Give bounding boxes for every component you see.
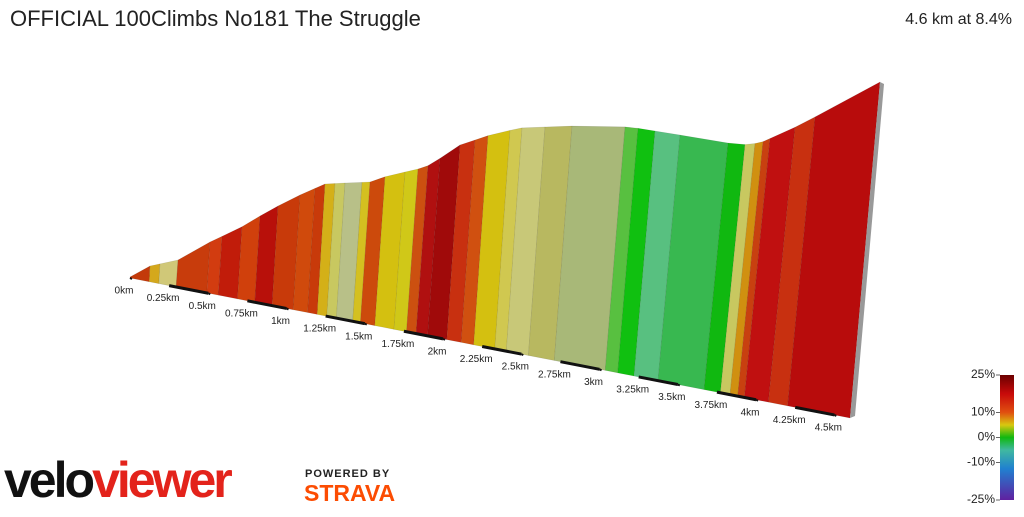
x-tick-label: 3.25km (616, 385, 649, 396)
colorbar-ticks: 25% 10% 0% -10% -25% (967, 367, 1000, 506)
gradient-slab (175, 241, 211, 294)
axis-tick (755, 398, 759, 402)
x-tick-label: 1.25km (303, 324, 336, 335)
colorbar (1000, 375, 1014, 500)
x-tick-label: 2.5km (502, 362, 529, 373)
logo: veloviewer (4, 452, 232, 508)
x-tick-label: 0.25km (147, 293, 180, 304)
axis-tick (129, 277, 133, 280)
colorbar-label: -10% (967, 455, 995, 469)
x-tick-label: 0.75km (225, 308, 258, 319)
axis-tick (833, 414, 837, 417)
logo-part: velo (4, 452, 94, 508)
gradient-slab (158, 259, 179, 288)
axis-tick (481, 345, 522, 356)
axis-tick (794, 405, 835, 417)
x-tick-label: 4.25km (773, 415, 806, 426)
strava-logo: STRAVA (304, 480, 395, 506)
x-tick-label: 3.75km (695, 400, 728, 411)
axis-tick (520, 353, 524, 356)
axis-tick (442, 337, 446, 341)
gradient-slab (129, 265, 151, 283)
x-tick-label: 3km (584, 377, 603, 388)
x-tick-label: 0.5km (189, 301, 216, 312)
axis-tick (403, 329, 444, 341)
powered-by: POWERED BY (305, 468, 390, 480)
gradient-slab (148, 263, 161, 284)
x-tick-label: 0km (115, 286, 134, 297)
colorbar-label: -25% (967, 492, 995, 506)
axis-tick (286, 307, 289, 311)
summary: 4.6 km at 8.4% (905, 11, 1012, 28)
x-tick-label: 2.75km (538, 369, 571, 380)
colorbar-label: 0% (978, 430, 996, 444)
title: OFFICIAL 100Climbs No181 The Struggle (10, 6, 421, 31)
x-tick-label: 1.75km (382, 339, 415, 350)
x-tick-label: 3.5km (658, 392, 685, 403)
axis-tick (168, 284, 209, 295)
axis-tick (560, 360, 600, 371)
x-tick-label: 4km (741, 407, 760, 418)
x-tick-label: 1.5km (345, 331, 372, 342)
x-tick-label: 2km (428, 347, 447, 358)
axis-tick (207, 292, 211, 296)
distance-axis: 0km 0.25km 0.5km 0.75km 1km 1.25km 1.5km 1.75km… (115, 277, 842, 434)
axis-tick (247, 299, 287, 310)
x-tick-label: 2.25km (460, 354, 493, 365)
axis-tick (638, 375, 679, 386)
axis-tick (325, 314, 366, 326)
elevation-profile (129, 81, 884, 419)
axis-tick (599, 368, 603, 372)
colorbar-label: 25% (971, 367, 995, 381)
x-tick-label: 1km (271, 316, 290, 327)
logo-part: viewer (92, 452, 232, 508)
axis-tick (364, 322, 368, 326)
axis-tick (677, 383, 681, 387)
axis-tick (716, 390, 757, 402)
x-tick-label: 4.5km (815, 423, 842, 434)
profile-side (850, 82, 884, 418)
colorbar-label: 10% (971, 405, 995, 419)
